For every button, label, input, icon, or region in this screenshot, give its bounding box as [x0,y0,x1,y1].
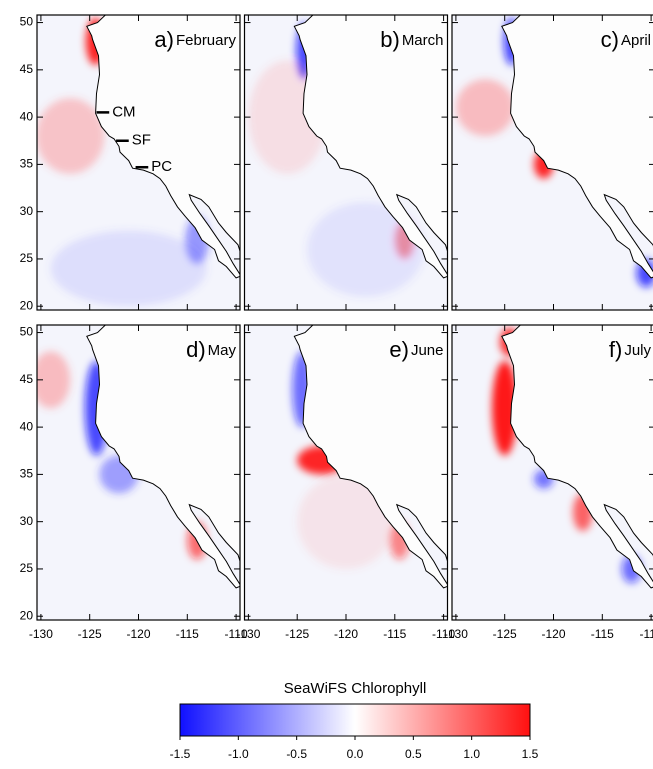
coastline [86,325,240,589]
x-tick-label: -110 [225,627,248,641]
y-tick-label: 40 [20,419,34,433]
panel-month: June [411,342,444,359]
map-panel: -130 -125 -120 -115 -110 20 25 30 35 40 45 50 d) May [20,324,248,641]
coastline [293,325,448,589]
panel-letter: f) [609,337,622,362]
land [86,15,240,278]
land [294,15,448,278]
y-tick-label: 20 [20,298,34,312]
colorbar-title: SeaWiFS Chlorophyll [284,680,427,697]
colorbar-tick-label: 1.0 [463,747,480,761]
panel-label: f) July [609,337,652,362]
map-content [244,15,448,310]
panel-label: b) March [380,27,443,52]
anomaly [492,360,518,456]
land [86,325,240,588]
map-content [37,15,240,310]
x-tick-label: -110 [640,627,653,641]
panel-label: e) June [389,337,443,362]
anomaly [50,230,207,307]
coastline [86,15,240,279]
x-tick-label: -115 [591,627,614,641]
map-content [244,325,448,620]
map-content [452,15,653,310]
panel-letter: d) [186,337,206,362]
anomaly [37,98,105,174]
x-tick-label: -120 [334,627,358,641]
map-content [452,325,653,620]
x-tick-label: -120 [126,627,150,641]
y-tick-label: 40 [20,109,34,123]
y-tick-label: 50 [20,15,34,29]
panel-month: May [208,342,237,359]
y-tick-label: 30 [20,204,34,218]
colorbar-tick-label: -1.0 [228,747,249,761]
anomaly [297,474,395,569]
land [501,325,653,588]
y-tick-label: 35 [20,157,34,171]
y-tick-label: 45 [20,372,34,386]
x-tick-label: -115 [383,627,406,641]
coastline [293,15,448,279]
panel-label: c) April [601,27,651,52]
y-tick-label: 45 [20,62,34,76]
y-tick-label: 35 [20,467,34,481]
panel-letter: e) [389,337,409,362]
land [501,15,653,278]
panel-month: March [402,32,444,49]
panel-month: April [621,32,651,49]
y-tick-label: 20 [20,608,34,622]
colorbar-tick-label: -1.5 [170,747,191,761]
map-content [37,325,240,620]
x-tick-label: -130 [29,627,53,641]
y-tick-label: 25 [20,251,34,265]
y-tick-label: 30 [20,514,34,528]
x-tick-label: -125 [493,627,517,641]
colorbar-tick-label: -0.5 [286,747,307,761]
coastline [501,325,653,589]
anomaly [306,202,425,297]
annotation: CM [112,103,135,120]
annotation: PC [151,158,172,175]
colorbar-tick-label: 0.5 [405,747,422,761]
panel-letter: b) [380,27,400,52]
annotation: SF [132,132,151,149]
panel-letter: a) [154,27,174,52]
map-panel: -130 -125 -120 -115 -110 f)July [444,324,653,641]
anomaly [455,79,515,137]
panel-letter: c) [601,27,619,52]
x-tick-label: -115 [176,627,199,641]
x-tick-label: -120 [541,627,565,641]
map-panel: c) April [451,14,653,311]
panel-label: a) February [154,27,236,52]
map-panel: b) March [243,14,449,311]
anomaly [37,351,71,409]
coastline [501,15,653,279]
colorbar-tick-label: 0.0 [347,747,364,761]
panel-month: July [624,342,651,359]
x-tick-label: -125 [285,627,309,641]
x-tick-label: -130 [444,627,468,641]
y-tick-label: 50 [20,325,34,339]
colorbar-tick-label: 1.5 [522,747,539,761]
x-tick-label: -130 [236,627,260,641]
panel-month: February [176,32,237,49]
land [294,325,448,588]
y-tick-label: 25 [20,561,34,575]
colorbar [179,703,531,737]
map-panel: -130 -125 -120 -115 -110 e) June [236,324,455,641]
x-tick-label: -125 [78,627,102,641]
panel-label: d) May [186,337,236,362]
x-tick-label: -110 [432,627,455,641]
